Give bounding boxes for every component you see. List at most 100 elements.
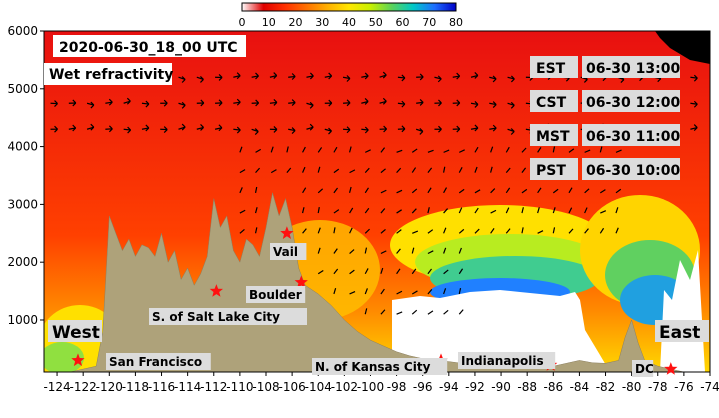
wind-arrow-head [364,98,369,105]
x-tick-label: -86 [543,380,563,394]
wind-arrow [470,127,479,130]
wind-arrow-head [254,128,259,136]
wind-arrow-head [218,124,223,132]
y-tick-label: 1000 [7,313,38,327]
wind-arrow-head [90,101,95,109]
wind-arrow [349,207,354,214]
wind-arrow [270,146,274,153]
time-zone-name: EST [536,61,566,77]
wind-arrow-head [309,72,314,80]
wind-arrow [552,188,559,194]
x-tick-label: -92 [465,380,485,394]
wind-arrow [521,227,524,234]
wind-arrow-head [438,125,442,133]
city-label-box [632,360,654,377]
wind-arrow [361,75,369,78]
x-tick-label: -80 [622,380,642,394]
wind-arrow [349,269,355,275]
x-tick-label: -120 [96,380,123,394]
wind-arrow [427,167,433,173]
wind-arrow-head [401,100,406,108]
wind-arrow [333,288,337,295]
wind-arrow [584,207,588,214]
wind-arrow [489,102,497,106]
wind-arrow-head [438,99,442,107]
wind-arrow [396,189,403,194]
wind-arrow-head [346,99,351,107]
local-time: 06-30 13:00 [586,61,680,77]
wind-arrow [458,268,464,275]
wind-arrow [349,227,353,234]
wind-arrow [380,267,384,274]
wind-arrow [380,168,386,174]
wind-arrow [317,227,321,234]
x-tick-label: -90 [491,380,511,394]
wind-arrow [490,228,495,234]
wind-arrow [333,187,339,194]
wind-arrow [333,146,338,153]
wind-arrow [364,288,368,295]
wind-arrow [333,168,340,174]
x-tick-label: -94 [439,380,459,394]
colorbar-tick-label: 20 [289,16,303,29]
wind-arrow [427,268,432,275]
wind-arrow [233,75,241,78]
wind-arrow [458,247,462,254]
wind-arrow-head [126,97,131,105]
wind-arrow [443,166,446,173]
x-tick-label: -104 [305,380,332,394]
city-markers: San Francisco S. of Salt Lake City Boulder… [71,226,678,377]
x-tick-label: -122 [70,380,97,394]
city-label: San Francisco [109,355,202,369]
wind-arrow [301,207,305,214]
wind-arrow [348,186,352,193]
wind-arrow [521,188,528,194]
wind-arrow [348,146,352,153]
field-label-box: Wet refractivity [44,63,173,85]
wind-arrow-head [255,72,259,80]
wind-arrow [537,230,544,234]
wind-arrow [396,290,403,295]
wind-arrow [427,187,432,194]
wind-arrow [434,76,442,80]
wind-arrow [458,287,462,295]
wind-arrow [568,187,573,194]
local-time-box [582,90,680,112]
wind-arrow [537,147,542,153]
wind-arrow-head [236,126,241,134]
wind-arrow [521,167,527,173]
x-tick-label: -124 [43,380,70,394]
wind-arrow-head [54,125,58,133]
colorbar-tick-label: 0 [239,16,246,29]
wind-arrow [302,187,307,194]
wind-arrow [505,167,511,173]
wind-arrow [505,207,510,214]
wind-arrow [584,188,590,194]
city-label: S. of Salt Lake City [152,310,280,324]
wind-arrow-head [492,101,497,108]
city-label-box [106,353,211,370]
wind-arrow [411,309,418,315]
y-tick-label: 5000 [7,82,38,96]
local-time-box [582,124,680,146]
wind-arrow-head [72,99,77,107]
x-tick-label: -96 [413,380,433,394]
wind-arrow-head [90,123,95,131]
wind-arrow [254,227,258,234]
city-label: Indianapolis [461,354,544,368]
wind-arrow [427,310,434,315]
wind-arrow-head [127,126,132,134]
wind-arrow [251,75,259,78]
wind-arrow [396,248,401,254]
wind-arrow [552,146,556,153]
wind-arrow-head [218,99,223,107]
wind-arrow [239,169,246,174]
region-label-box [48,320,102,342]
wind-arrow-head [291,127,296,135]
wind-arrow [317,270,324,275]
wind-arrow [397,102,405,105]
wind-arrow-head [382,97,387,105]
wind-arrow-head [693,124,698,132]
wind-arrow [615,149,622,153]
